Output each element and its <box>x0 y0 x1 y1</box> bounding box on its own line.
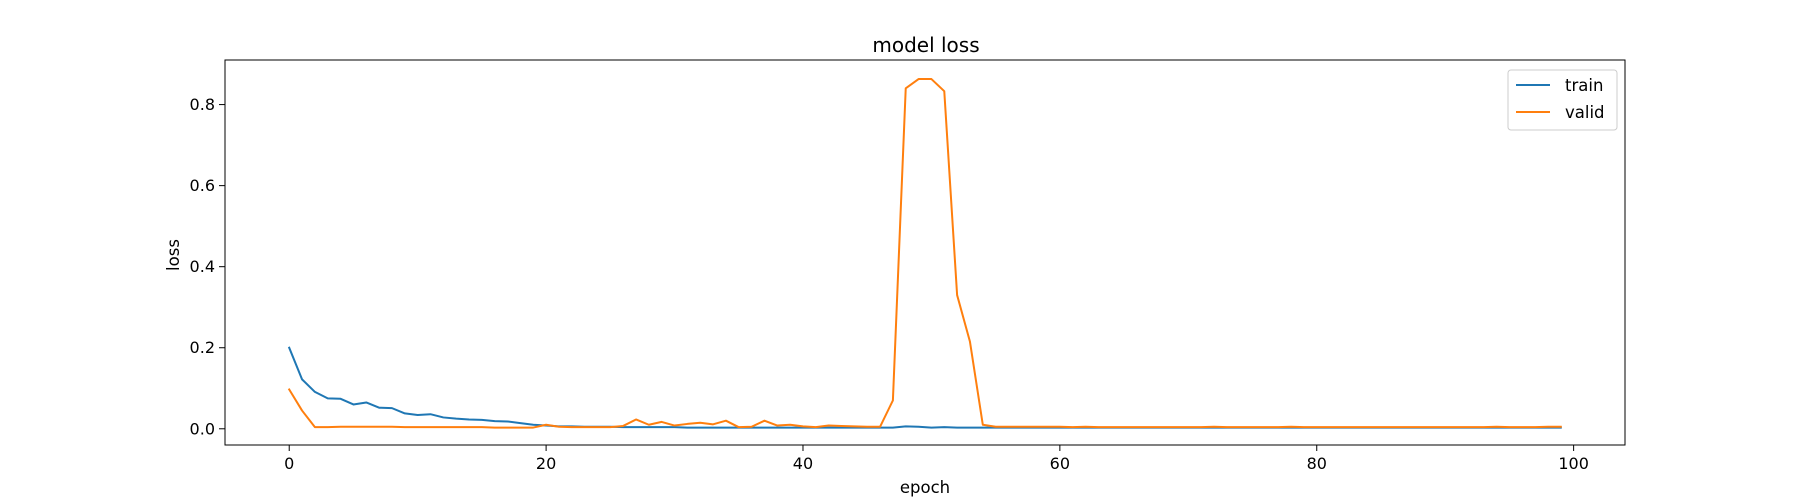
y-tick-label: 0.2 <box>190 338 215 357</box>
y-tick-label: 0.0 <box>190 419 215 438</box>
legend-valid-label: valid <box>1565 103 1605 122</box>
plot-frame <box>224 59 1626 446</box>
y-tick-label: 0.4 <box>190 257 215 276</box>
x-tick-label: 60 <box>1050 454 1070 473</box>
x-axis: 0 20 40 60 80 100 <box>284 445 1589 473</box>
legend-train-label: train <box>1565 76 1603 95</box>
plot-area <box>224 59 1626 446</box>
x-tick-label: 20 <box>536 454 556 473</box>
x-tick-label: 80 <box>1307 454 1327 473</box>
y-axis: 0.0 0.2 0.4 0.6 0.8 <box>190 95 225 438</box>
y-axis-label: loss <box>164 239 183 271</box>
y-tick-label: 0.8 <box>190 95 215 114</box>
x-tick-label: 100 <box>1558 454 1589 473</box>
x-axis-label: epoch <box>900 478 950 497</box>
legend: train valid <box>1507 69 1618 131</box>
series-line-train <box>287 346 1562 429</box>
series-lines <box>287 78 1562 429</box>
x-tick-label: 0 <box>284 454 294 473</box>
chart-title: model loss <box>872 33 979 57</box>
x-tick-label: 40 <box>793 454 813 473</box>
series-line-valid <box>287 78 1562 429</box>
y-tick-label: 0.6 <box>190 176 215 195</box>
